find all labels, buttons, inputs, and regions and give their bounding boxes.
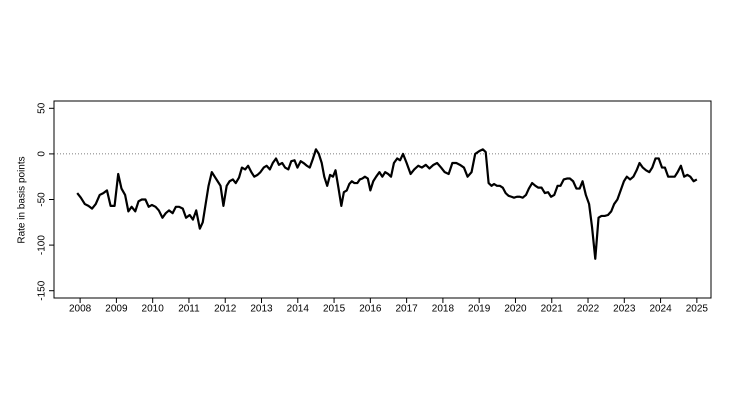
y-tick-label: 0 <box>37 151 48 157</box>
y-tick-label: -100 <box>37 235 48 255</box>
x-tick-label: 2025 <box>686 304 709 315</box>
x-tick-label: 2022 <box>577 304 600 315</box>
x-tick-label: 2016 <box>359 304 382 315</box>
x-tick-label: 2011 <box>178 304 200 315</box>
x-tick-label: 2013 <box>250 304 273 315</box>
x-tick-label: 2023 <box>613 304 636 315</box>
x-tick-label: 2009 <box>105 304 128 315</box>
y-tick-label: -50 <box>37 192 48 207</box>
x-tick-label: 2017 <box>396 304 419 315</box>
x-tick-label: 2014 <box>287 304 310 315</box>
x-tick-label: 2008 <box>69 304 92 315</box>
y-tick-label: -150 <box>37 280 48 300</box>
x-tick-label: 2020 <box>504 304 527 315</box>
plot-frame <box>53 100 712 299</box>
x-tick-label: 2019 <box>468 304 491 315</box>
x-tick-label: 2021 <box>541 304 564 315</box>
x-tick-label: 2024 <box>649 304 672 315</box>
y-tick-label: 50 <box>37 102 48 114</box>
data-line <box>76 148 698 260</box>
x-tick-label: 2012 <box>214 304 237 315</box>
y-axis-label: Rate in basis points <box>17 156 28 243</box>
x-tick-label: 2010 <box>142 304 165 315</box>
x-tick-label: 2015 <box>323 304 346 315</box>
x-tick-label: 2018 <box>432 304 455 315</box>
